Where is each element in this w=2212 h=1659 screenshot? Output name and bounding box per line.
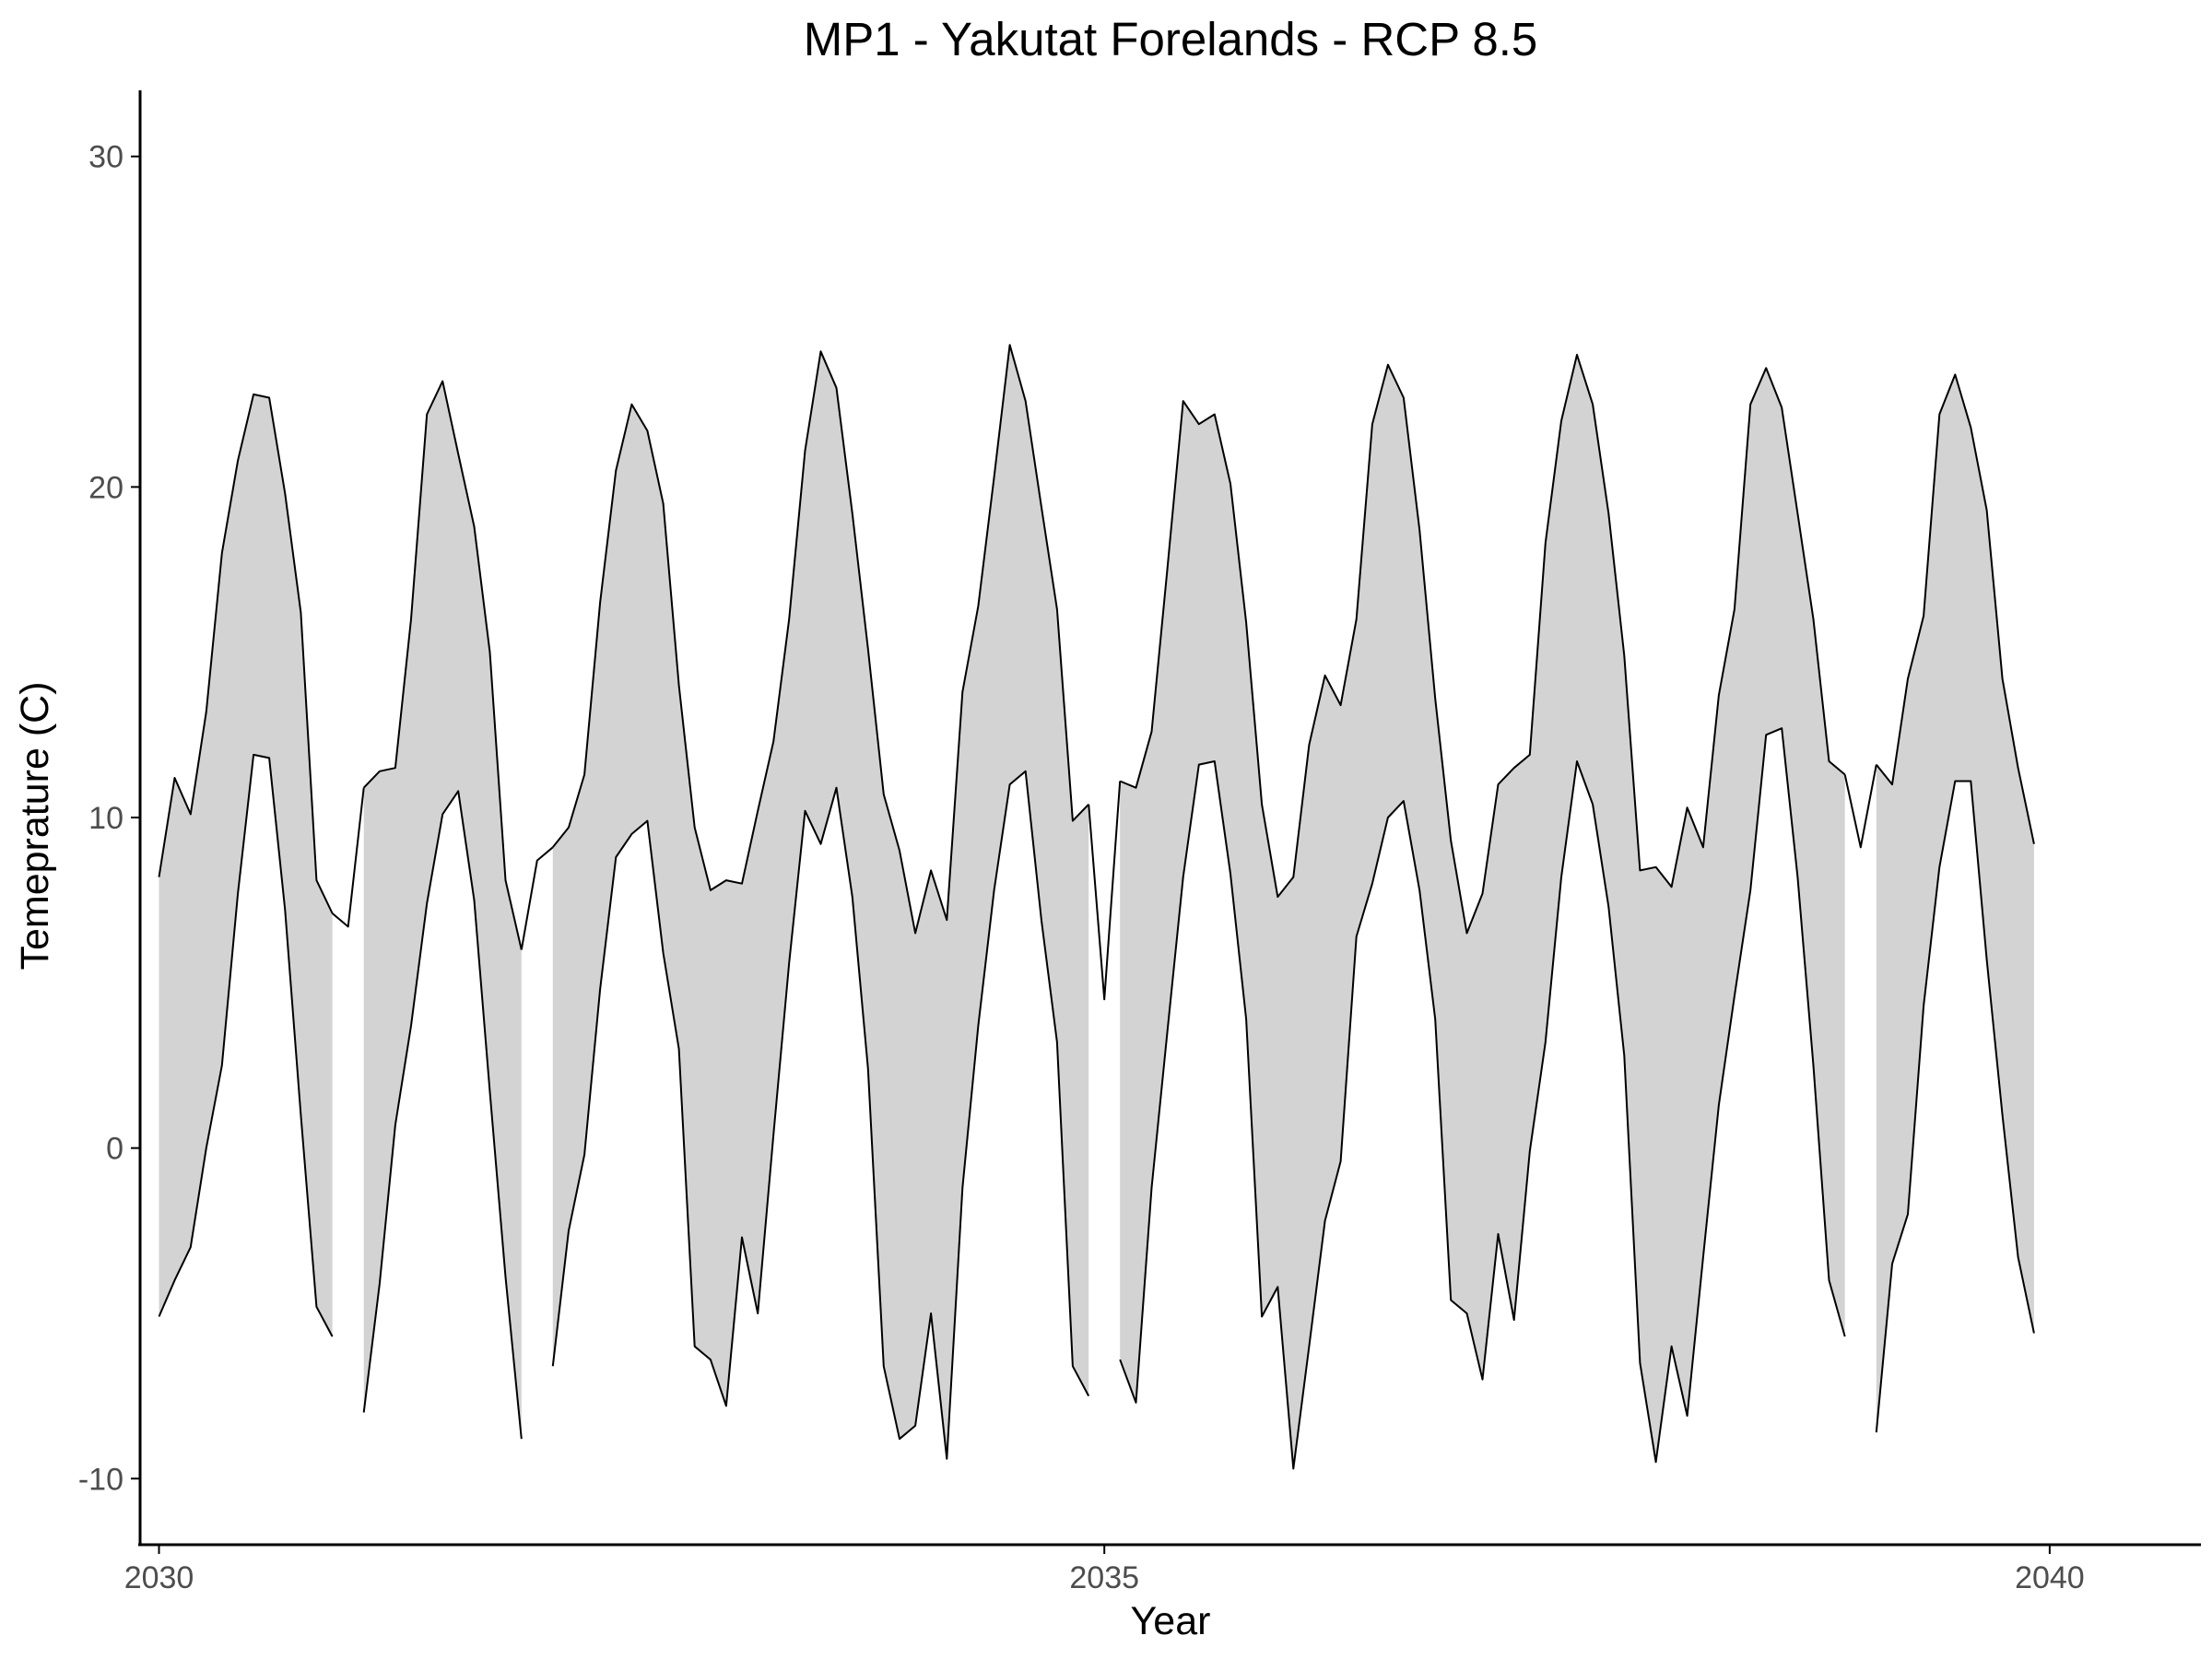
y-tick-label-30: 30	[88, 140, 124, 175]
y-tick-label-0: 0	[106, 1132, 124, 1167]
lower-bound-line-4	[1119, 727, 1846, 1470]
connector-line-3	[1088, 781, 1122, 1001]
connector-line-2	[520, 846, 554, 950]
range-band-1	[159, 394, 333, 1337]
y-tick-label-10: 10	[88, 801, 124, 836]
y-tick-label-20: 20	[88, 470, 124, 505]
y-axis-title: Temeprature (C)	[13, 681, 57, 970]
upper-bound-line-5	[1876, 373, 2035, 844]
plot-area	[158, 344, 2035, 1470]
connector-line-1	[331, 787, 365, 928]
y-tick-label--10: -10	[78, 1462, 124, 1497]
range-band-3	[552, 345, 1089, 1459]
range-band-4	[1120, 354, 1845, 1469]
lower-bound-line-2	[362, 790, 523, 1440]
lower-bound-line-5	[1875, 780, 2035, 1433]
range-band-2	[363, 381, 522, 1440]
lower-bound-line-1	[158, 753, 334, 1337]
upper-bound-line-2	[362, 380, 523, 950]
y-axis-ticks: -10 0 10 20 30	[78, 140, 140, 1497]
x-tick-label-2040: 2040	[2015, 1560, 2085, 1595]
upper-bound-line-4	[1119, 353, 1846, 935]
x-tick-label-2035: 2035	[1069, 1560, 1139, 1595]
range-band-5	[1876, 374, 2034, 1433]
x-axis-ticks: 2030 2035 2040	[124, 1545, 2085, 1595]
x-tick-label-2030: 2030	[124, 1560, 194, 1595]
upper-bound-line-1	[158, 393, 334, 914]
upper-bound-line-3	[552, 344, 1089, 935]
x-axis-title: Year	[1131, 1599, 1211, 1643]
lower-bound-line-3	[551, 770, 1090, 1460]
connector-line-4	[1843, 764, 1877, 849]
chart-title: MP1 - Yakutat Forelands - RCP 8.5	[804, 13, 1538, 65]
